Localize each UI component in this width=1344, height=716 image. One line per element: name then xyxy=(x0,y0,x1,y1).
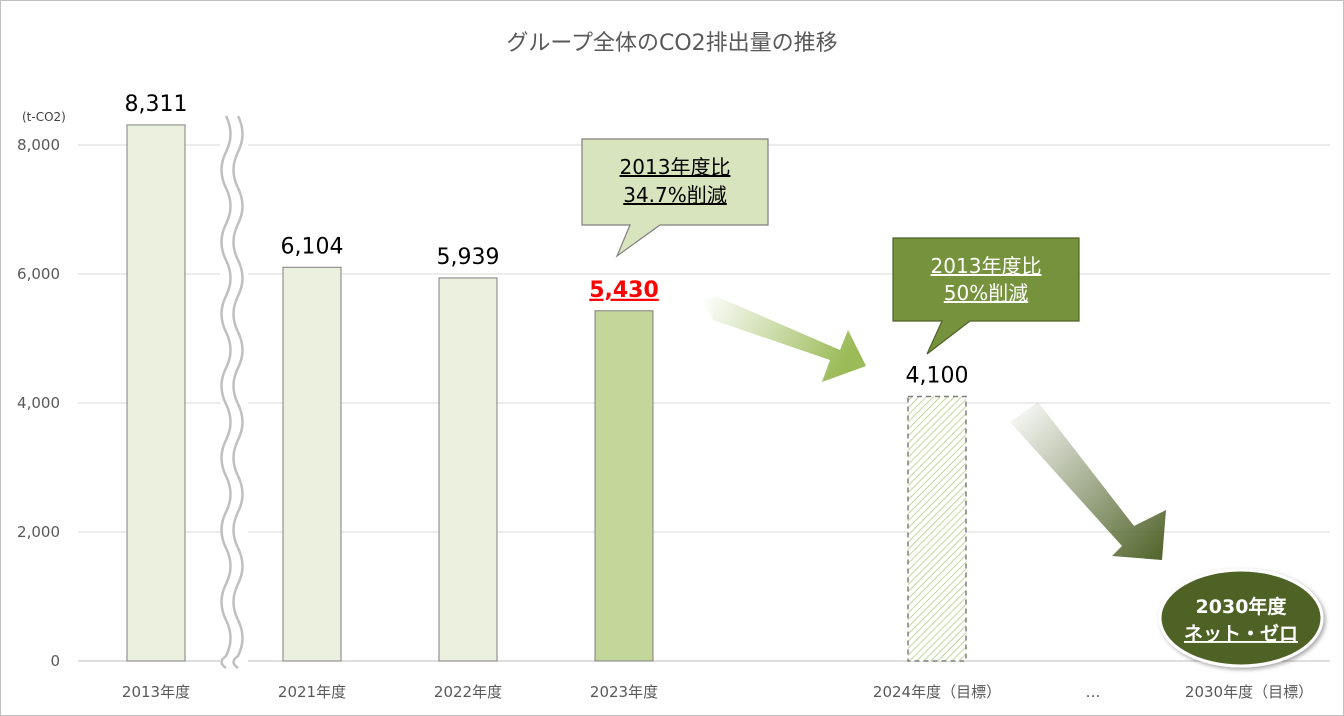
bar xyxy=(438,277,498,662)
value-labels: 8,311 6,104 5,939 5,430 4,100 xyxy=(125,92,969,389)
callout-line-1: 2013年度比 xyxy=(620,155,731,179)
axis-break xyxy=(220,112,248,672)
callout-line-2: 34.7%削減 xyxy=(623,183,727,207)
value-label: 6,104 xyxy=(281,234,344,259)
value-label: 5,939 xyxy=(437,245,500,270)
y-tick-label: 4,000 xyxy=(17,394,60,412)
value-label: 8,311 xyxy=(125,92,188,117)
x-tick-label: 2013年度 xyxy=(122,683,190,701)
x-tick-label: 2023年度 xyxy=(590,683,658,701)
y-axis-ticks: 0 2,000 4,000 6,000 8,000 xyxy=(17,136,60,670)
badge-line-1: 2030年度 xyxy=(1196,595,1288,618)
badge-line-2: ネット・ゼロ xyxy=(1184,622,1298,645)
bars xyxy=(126,124,967,662)
x-axis-labels: 2013年度 2021年度 2022年度 2023年度 2024年度（目標） … 2030年… xyxy=(122,683,1313,701)
trend-arrow-1 xyxy=(703,297,866,382)
x-tick-label: 2021年度 xyxy=(278,683,346,701)
callout-line-2: 50%削減 xyxy=(944,281,1028,305)
bar xyxy=(126,124,186,662)
y-axis-unit: (t-CO2) xyxy=(22,110,66,124)
value-label: 4,100 xyxy=(906,364,969,389)
trend-arrow-2 xyxy=(1010,402,1166,560)
x-tick-label: 2024年度（目標） xyxy=(873,683,1001,701)
y-tick-label: 8,000 xyxy=(17,136,60,154)
callout-line-1: 2013年度比 xyxy=(931,254,1042,278)
reduction-callout-2023: 2013年度比 34.7%削減 xyxy=(581,138,769,258)
y-tick-label: 6,000 xyxy=(17,265,60,283)
y-tick-label: 0 xyxy=(50,652,60,670)
bar xyxy=(594,310,654,662)
value-label: 5,430 xyxy=(589,278,659,303)
x-tick-label: 2030年度（目標） xyxy=(1185,683,1313,701)
bar xyxy=(907,395,967,662)
net-zero-badge: 2030年度 ネット・ゼロ xyxy=(1158,568,1324,668)
reduction-callout-2024: 2013年度比 50%削減 xyxy=(892,237,1080,355)
x-tick-label: 2022年度 xyxy=(434,683,502,701)
x-tick-label: … xyxy=(1086,683,1101,701)
chart-title: グループ全体のCO2排出量の推移 xyxy=(506,31,837,56)
y-tick-label: 2,000 xyxy=(17,523,60,541)
bar xyxy=(282,266,342,662)
